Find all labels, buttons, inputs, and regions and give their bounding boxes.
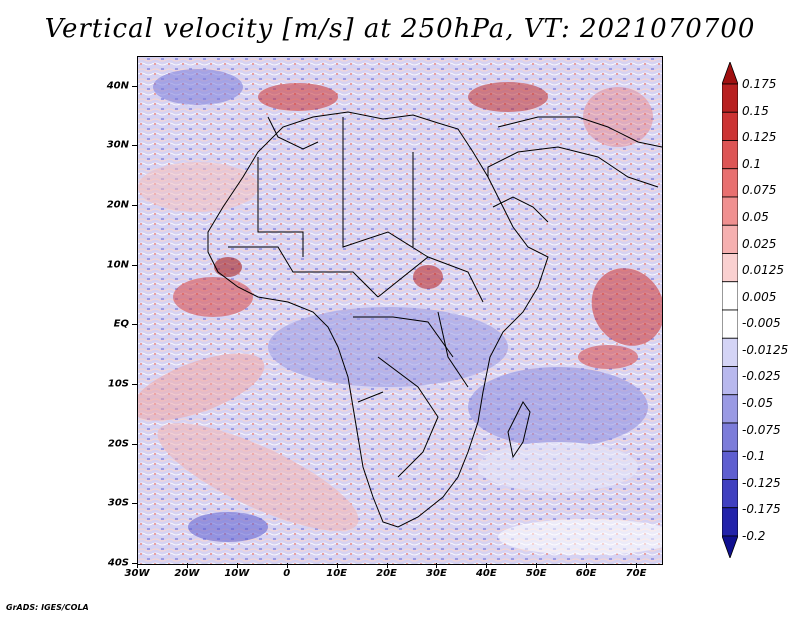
x-tick-mark (137, 563, 138, 568)
colorbar-label: -0.2 (742, 529, 766, 543)
colorbar-box (722, 196, 738, 226)
x-tick-label: 40E (475, 568, 497, 579)
colorbar-label: -0.005 (742, 316, 781, 331)
colorbar-label: -0.075 (742, 422, 781, 437)
x-tick-mark (186, 563, 188, 568)
x-tick-label: 70E (625, 568, 647, 579)
y-tick-label: 30N (106, 139, 129, 151)
y-tick-label: EQ (113, 318, 129, 330)
y-tick-label: 30S (107, 497, 129, 509)
colorbar-box (722, 394, 738, 424)
x-tick-label: 30E (426, 568, 447, 579)
colorbar-label: 0.125 (742, 130, 777, 145)
x-tick-mark (486, 563, 488, 568)
map-panel (137, 56, 663, 565)
x-tick-label: 10W (224, 568, 250, 579)
y-tick-label: 20S (107, 438, 129, 450)
y-tick-mark (132, 205, 137, 207)
x-tick-label: 60E (575, 568, 597, 579)
colorbar-box (722, 309, 738, 339)
x-tick-label: 20E (376, 568, 397, 579)
y-tick-mark (132, 563, 137, 564)
colorbar-label: -0.1 (742, 449, 766, 464)
x-tick-label: 50E (525, 568, 547, 579)
colorbar-box (722, 450, 738, 480)
colorbar-box (722, 253, 738, 283)
colorbar-bottom-arrow (722, 535, 738, 558)
colorbar-box (722, 281, 738, 311)
x-tick-label: 0 (283, 568, 291, 579)
colorbar-label: 0.175 (742, 77, 777, 91)
map-title: Vertical velocity [m/s] at 250hPa, VT: 2… (44, 14, 756, 44)
colorbar-label: -0.0125 (742, 342, 789, 357)
colorbar-label: -0.175 (742, 502, 781, 517)
x-tick-mark (286, 563, 288, 568)
colorbar-box (722, 168, 738, 198)
vertical-velocity-field (138, 57, 662, 564)
y-tick-mark (132, 324, 137, 326)
colorbar-box (722, 479, 738, 509)
colorbar-label: -0.05 (742, 396, 774, 411)
x-tick-mark (436, 563, 438, 568)
colorbar-box (722, 337, 738, 367)
colorbar-box (722, 422, 738, 452)
colorbar-label: 0.025 (742, 236, 777, 251)
colorbar-label: 0.0125 (742, 263, 784, 278)
x-tick-label: 10E (326, 568, 347, 579)
colorbar-box (722, 83, 738, 113)
colorbar-box (722, 507, 738, 537)
x-tick-mark (236, 563, 238, 568)
colorbar-label: 0.1 (742, 156, 762, 171)
x-tick-label: 30W (124, 568, 150, 579)
y-tick-label: 40S (107, 557, 129, 569)
colorbar-label: 0.005 (742, 289, 777, 304)
y-tick-mark (132, 443, 137, 445)
y-tick-label: 10S (107, 378, 129, 390)
y-tick-mark (132, 503, 137, 505)
x-tick-mark (536, 563, 538, 568)
colorbar-label: 0.05 (742, 209, 769, 224)
y-tick-mark (132, 264, 137, 266)
y-tick-label: 40N (106, 80, 129, 92)
x-tick-mark (586, 563, 588, 568)
colorbar-label: -0.025 (742, 369, 781, 384)
colorbar-box (722, 111, 738, 141)
colorbar-label: 0.075 (742, 183, 777, 198)
y-tick-mark (132, 85, 137, 87)
grads-credit: GrADS: IGES/COLA (6, 603, 89, 612)
y-tick-label: 10N (106, 259, 129, 271)
colorbar-label: 0.15 (742, 103, 769, 118)
colorbar-box (722, 366, 738, 396)
x-tick-mark (336, 563, 338, 568)
x-tick-label: 20W (174, 568, 200, 579)
y-tick-mark (132, 145, 137, 147)
colorbar-label: -0.125 (742, 475, 781, 490)
x-tick-mark (636, 563, 638, 568)
y-tick-mark (132, 384, 137, 386)
colorbar-top-arrow (722, 62, 738, 85)
y-tick-label: 20N (106, 199, 129, 211)
colorbar-box (722, 224, 738, 254)
x-tick-mark (386, 563, 388, 568)
colorbar-box (722, 140, 738, 170)
colorbar (722, 62, 738, 558)
